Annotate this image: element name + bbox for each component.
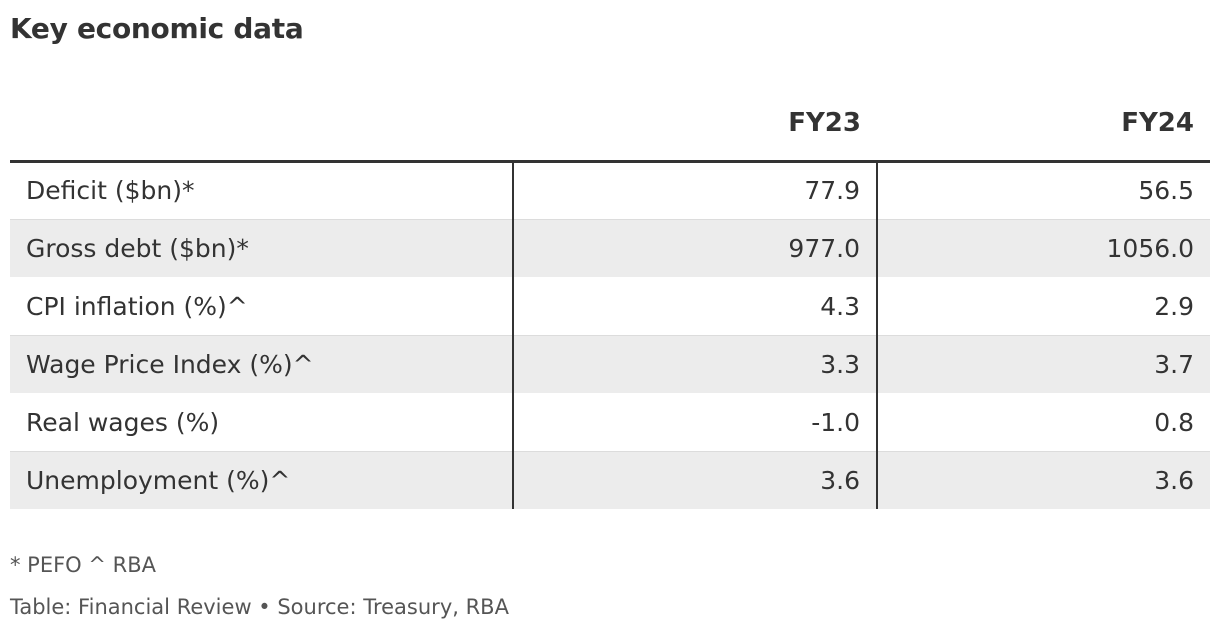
cell-fy23: 3.3 xyxy=(512,335,877,394)
data-table: FY23 FY24 Deficit ($bn)* 77.9 56.5 Gross… xyxy=(10,100,1210,509)
cell-fy24: 1056.0 xyxy=(876,219,1210,278)
row-label: Real wages (%) xyxy=(10,393,513,452)
table-header-row: FY23 FY24 xyxy=(10,100,1210,163)
data-table-container: FY23 FY24 Deficit ($bn)* 77.9 56.5 Gross… xyxy=(10,100,1210,509)
row-label: Deficit ($bn)* xyxy=(10,161,513,220)
cell-fy23: 3.6 xyxy=(512,451,877,509)
table-row: Wage Price Index (%)^ 3.3 3.7 xyxy=(10,335,1210,394)
footnote: * PEFO ^ RBA xyxy=(10,553,157,577)
row-label: Unemployment (%)^ xyxy=(10,451,513,509)
cell-fy24: 3.6 xyxy=(876,451,1210,509)
column-header-fy23: FY23 xyxy=(513,100,877,163)
column-header-fy24: FY24 xyxy=(877,100,1210,163)
cell-fy24: 2.9 xyxy=(876,277,1210,336)
source-line: Table: Financial Review • Source: Treasu… xyxy=(10,595,509,619)
table-row: Unemployment (%)^ 3.6 3.6 xyxy=(10,451,1210,509)
table-row: Deficit ($bn)* 77.9 56.5 xyxy=(10,161,1210,220)
page-title: Key economic data xyxy=(10,12,304,45)
cell-fy23: -1.0 xyxy=(512,393,877,452)
table-body: Deficit ($bn)* 77.9 56.5 Gross debt ($bn… xyxy=(10,161,1210,509)
cell-fy23: 977.0 xyxy=(512,219,877,278)
column-header-label xyxy=(10,100,513,163)
cell-fy23: 77.9 xyxy=(512,161,877,220)
table-row: CPI inflation (%)^ 4.3 2.9 xyxy=(10,277,1210,336)
table-row: Gross debt ($bn)* 977.0 1056.0 xyxy=(10,219,1210,278)
row-label: Wage Price Index (%)^ xyxy=(10,335,513,394)
cell-fy24: 56.5 xyxy=(876,161,1210,220)
row-label: Gross debt ($bn)* xyxy=(10,219,513,278)
cell-fy24: 0.8 xyxy=(876,393,1210,452)
cell-fy24: 3.7 xyxy=(876,335,1210,394)
table-row: Real wages (%) -1.0 0.8 xyxy=(10,393,1210,452)
row-label: CPI inflation (%)^ xyxy=(10,277,513,336)
cell-fy23: 4.3 xyxy=(512,277,877,336)
